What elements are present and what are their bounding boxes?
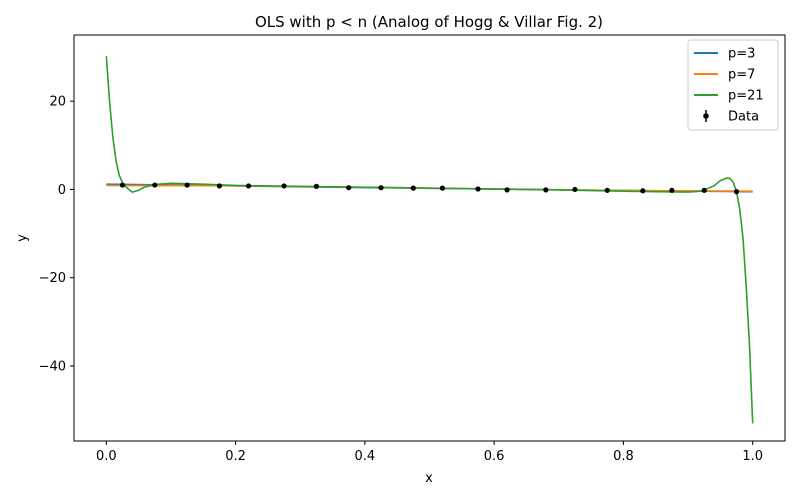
- data-point: [152, 182, 158, 188]
- data-point: [410, 185, 416, 191]
- y-tick-label: 20: [49, 95, 66, 110]
- x-tick-label: 0.8: [613, 449, 634, 464]
- x-tick-label: 0.4: [355, 449, 376, 464]
- legend-marker: [703, 113, 709, 119]
- data-point: [346, 185, 352, 191]
- data-point: [475, 186, 481, 192]
- plot-frame: [73, 34, 786, 442]
- y-tick-label: 0: [58, 183, 66, 198]
- data-point: [604, 187, 610, 193]
- legend-box: [687, 39, 779, 131]
- legend-label: p=7: [728, 68, 755, 83]
- x-tick-label: 0.0: [96, 449, 117, 464]
- series-line-3: [105, 56, 754, 424]
- x-ticks: 0.0 0.2 0.4 0.6 0.8 1.0: [96, 441, 763, 464]
- chart-title: OLS with p < n (Analog of Hogg & Villar …: [255, 13, 603, 31]
- x-tick-label: 0.2: [225, 449, 246, 464]
- data-point: [245, 183, 252, 189]
- data-point: [543, 187, 549, 193]
- data-point: [119, 182, 126, 188]
- legend-label: p=3: [728, 47, 755, 62]
- data-point: [572, 186, 578, 193]
- data-point: [669, 187, 675, 193]
- data-point: [313, 183, 319, 189]
- legend-label: Data: [728, 110, 759, 125]
- data-point: [378, 185, 384, 191]
- data-point: [184, 182, 190, 188]
- x-tick-label: 1.0: [742, 449, 763, 464]
- legend: p=3 p=7 p=21 Data: [687, 39, 779, 131]
- data-point: [733, 189, 740, 195]
- y-axis-label: y: [15, 234, 30, 242]
- y-ticks: 20 0 −20 −40: [39, 95, 74, 374]
- data-point: [439, 185, 446, 191]
- y-tick-label: −40: [39, 359, 66, 374]
- data-point: [640, 188, 646, 194]
- legend-label: p=21: [728, 89, 764, 104]
- data-point: [701, 187, 707, 193]
- data-point: [216, 183, 223, 189]
- data-point: [281, 183, 287, 189]
- data-points-layer: [119, 182, 740, 195]
- series-layer: [105, 56, 754, 424]
- x-tick-label: 0.6: [484, 449, 505, 464]
- x-axis-label: x: [425, 471, 433, 486]
- y-tick-label: −20: [39, 271, 66, 286]
- data-point: [504, 187, 510, 193]
